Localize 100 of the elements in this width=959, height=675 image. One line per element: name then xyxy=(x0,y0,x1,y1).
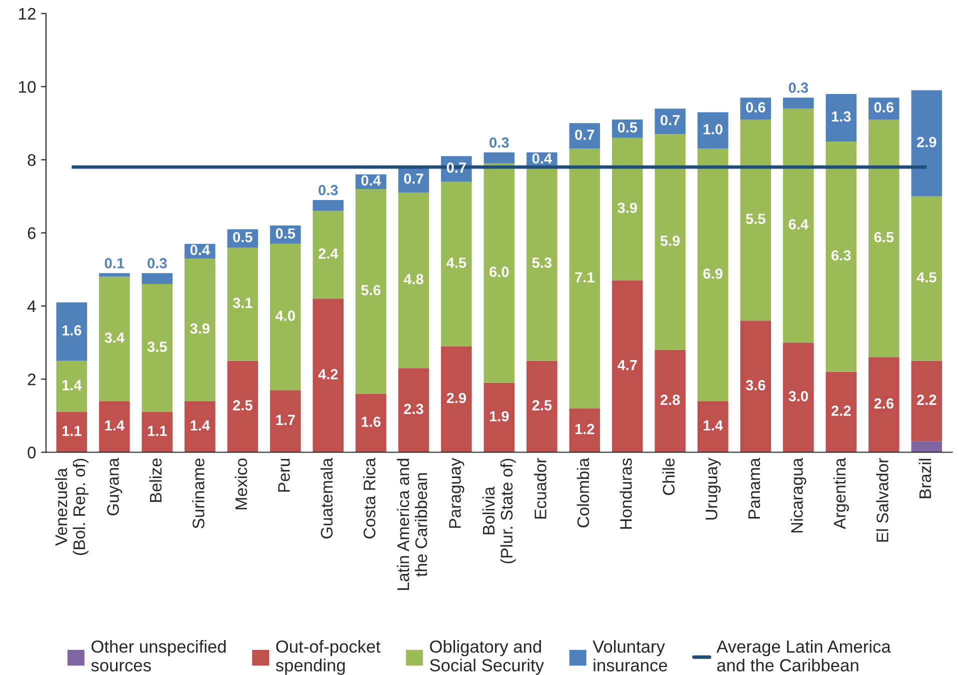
data-label: 2.5 xyxy=(532,400,552,410)
data-label: 2.8 xyxy=(660,394,680,405)
bar xyxy=(56,302,88,361)
bar xyxy=(911,90,942,196)
bar xyxy=(441,346,472,452)
data-label: 1.0 xyxy=(704,124,722,134)
data-label: 0.4 xyxy=(532,153,552,164)
data-label: 1.2 xyxy=(575,424,594,434)
x-tick-label: Uruguay xyxy=(706,458,721,520)
data-label: 0.7 xyxy=(446,162,466,173)
data-label: 1.4 xyxy=(704,420,723,430)
data-label: 0.7 xyxy=(404,173,424,184)
data-label: 6.0 xyxy=(490,266,509,278)
data-label: 0.6 xyxy=(746,102,766,112)
bar xyxy=(227,248,258,361)
bar xyxy=(612,138,643,280)
bar xyxy=(56,360,88,412)
bar xyxy=(526,360,558,452)
bar xyxy=(569,408,600,452)
y-tick-label: 4 xyxy=(27,300,36,312)
data-label: 3.1 xyxy=(232,298,252,308)
data-label: 3.0 xyxy=(788,390,808,402)
data-label: 1.6 xyxy=(62,325,82,336)
bar xyxy=(569,123,600,149)
bar xyxy=(698,112,728,149)
bar xyxy=(826,94,857,142)
x-tick-label: Colombia xyxy=(576,458,590,528)
bar xyxy=(99,401,130,452)
x-tick-label: Chile xyxy=(662,458,675,495)
data-label: 5.5 xyxy=(746,214,766,224)
bar xyxy=(654,108,686,134)
bar xyxy=(868,357,900,452)
data-label: 2.4 xyxy=(318,248,338,259)
data-label: 4.7 xyxy=(617,360,637,370)
data-label: 0.3 xyxy=(318,184,338,196)
x-tick-label: Brazil xyxy=(918,458,932,498)
x-tick-label: Latin America and the Caribbean xyxy=(396,458,428,590)
data-label: 0.4 xyxy=(190,244,210,256)
data-label: 0.7 xyxy=(660,114,680,126)
data-label: 2.9 xyxy=(917,136,936,148)
x-tick-label: Ecuador xyxy=(534,458,546,519)
data-label: 0.5 xyxy=(618,122,638,133)
data-label: 2.2 xyxy=(917,394,936,405)
data-label: 4.0 xyxy=(276,310,295,321)
data-label: 2.9 xyxy=(446,392,466,404)
data-label: 1.4 xyxy=(190,420,210,430)
bar xyxy=(612,280,643,452)
bar xyxy=(911,196,942,361)
bar xyxy=(698,401,728,452)
data-label: 0.6 xyxy=(874,102,894,112)
data-label: 0.7 xyxy=(575,130,594,140)
bar xyxy=(142,284,173,412)
x-tick-label: Belize xyxy=(149,458,162,502)
data-label: 5.9 xyxy=(660,236,680,246)
bar xyxy=(312,298,344,452)
data-label: 7.1 xyxy=(575,272,594,282)
bar xyxy=(270,244,301,390)
bar xyxy=(356,189,386,394)
y-tick-label: 8 xyxy=(28,154,36,166)
bar xyxy=(783,98,814,109)
data-label: 6.4 xyxy=(788,219,808,230)
data-label: 4.5 xyxy=(446,258,466,268)
legend-label: Out-of-pocket spending xyxy=(276,640,380,675)
bar xyxy=(184,258,216,402)
bar xyxy=(740,120,772,321)
x-tick-label: Argentina xyxy=(833,458,849,530)
bar xyxy=(312,200,344,211)
x-tick-label: Guyana xyxy=(107,458,122,516)
x-tick-label: El Salvador xyxy=(876,458,888,542)
bar xyxy=(740,320,772,452)
bar xyxy=(911,441,942,452)
data-label: 1.6 xyxy=(362,416,381,427)
x-tick-label: Panama xyxy=(748,458,760,519)
data-label: 1.1 xyxy=(62,426,82,436)
bar xyxy=(484,163,515,383)
bar xyxy=(698,148,728,402)
data-label: 6.3 xyxy=(832,250,851,261)
data-label: 1.4 xyxy=(105,420,124,430)
data-label: 0.3 xyxy=(490,137,509,148)
x-tick-label: Suriname xyxy=(192,458,204,528)
data-label: 5.6 xyxy=(361,284,381,296)
bar xyxy=(484,382,515,452)
data-label: 0.5 xyxy=(276,228,296,239)
bar xyxy=(783,342,814,452)
y-tick-label: 12 xyxy=(19,8,36,20)
legend-label: Voluntary insurance xyxy=(592,640,668,672)
bar xyxy=(398,192,430,368)
legend-label: Obligatory and Social Security xyxy=(430,640,544,675)
x-tick-label: Nicaragua xyxy=(790,458,806,532)
data-label: 4.2 xyxy=(318,369,338,380)
data-label: 0.4 xyxy=(361,175,381,186)
y-tick-label: 6 xyxy=(28,227,36,240)
bar xyxy=(312,210,344,299)
bar xyxy=(868,120,900,358)
data-label: 2.2 xyxy=(832,406,851,416)
data-label: 4.5 xyxy=(916,272,936,282)
bar xyxy=(356,394,386,452)
bar xyxy=(484,152,515,164)
data-label: 3.9 xyxy=(618,202,637,214)
data-label: 1.9 xyxy=(490,411,509,422)
